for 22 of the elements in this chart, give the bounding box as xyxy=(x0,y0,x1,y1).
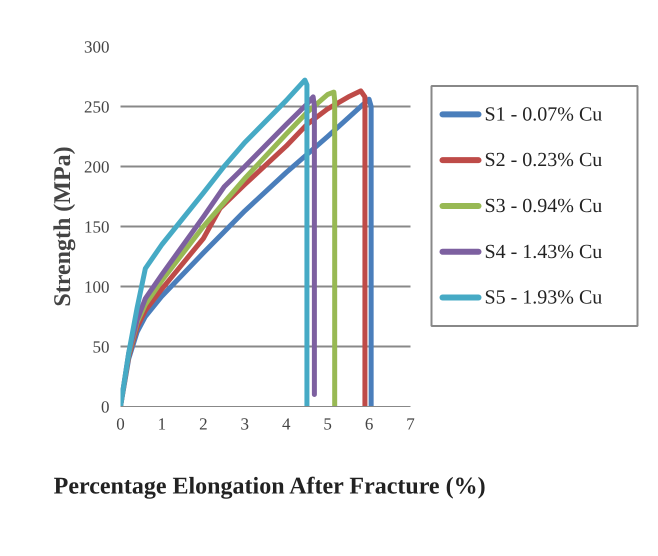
x-tick-label: 0 xyxy=(116,414,125,434)
y-tick-label: 50 xyxy=(92,338,110,356)
x-tick-label: 3 xyxy=(240,414,250,434)
x-tick-label: 6 xyxy=(364,414,374,434)
legend-label: S1 - 0.07% Cu xyxy=(484,103,602,126)
y-tick-label: 100 xyxy=(84,278,110,296)
x-tick-label: 4 xyxy=(282,414,291,434)
legend-label: S3 - 0.94% Cu xyxy=(484,194,602,217)
y-tick-label: 300 xyxy=(84,38,110,56)
legend-label: S4 - 1.43% Cu xyxy=(484,240,602,263)
x-tick-label: 2 xyxy=(199,414,208,434)
legend-label: S2 - 0.23% Cu xyxy=(484,149,602,172)
x-tick-label: 5 xyxy=(323,414,332,434)
y-tick-label: 150 xyxy=(84,218,110,236)
x-axis-title: Percentage Elongation After Fracture (%) xyxy=(54,474,486,500)
legend-label: S5 - 1.93% Cu xyxy=(484,286,602,309)
x-tick-label: 1 xyxy=(158,414,166,434)
y-tick-label: 0 xyxy=(101,398,110,416)
y-tick-label: 200 xyxy=(84,158,110,176)
y-axis-title: Strength (MPa) xyxy=(50,146,76,307)
x-tick-label: 7 xyxy=(406,414,416,434)
y-tick-label: 250 xyxy=(84,98,110,116)
